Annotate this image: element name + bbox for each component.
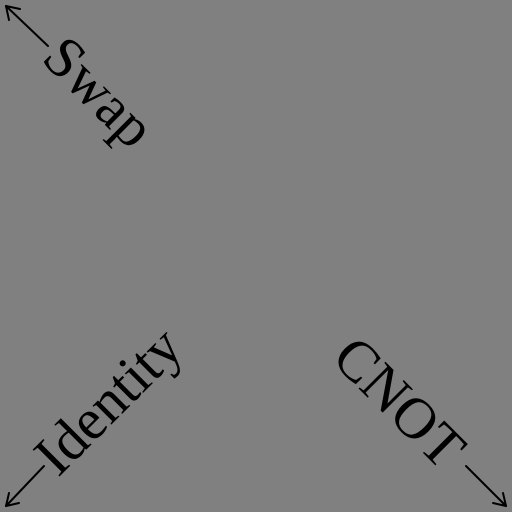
identity-label: Identity <box>21 314 195 488</box>
swap-arrow <box>5 5 49 47</box>
identity-arrow <box>5 465 45 507</box>
cnot-label: CNOT <box>321 323 479 481</box>
swap-label: Swap <box>31 23 168 160</box>
cnot-group: CNOT <box>321 323 507 507</box>
swap-group: Swap <box>5 5 168 160</box>
cnot-arrow <box>465 465 507 507</box>
identity-group: Identity <box>5 314 195 507</box>
